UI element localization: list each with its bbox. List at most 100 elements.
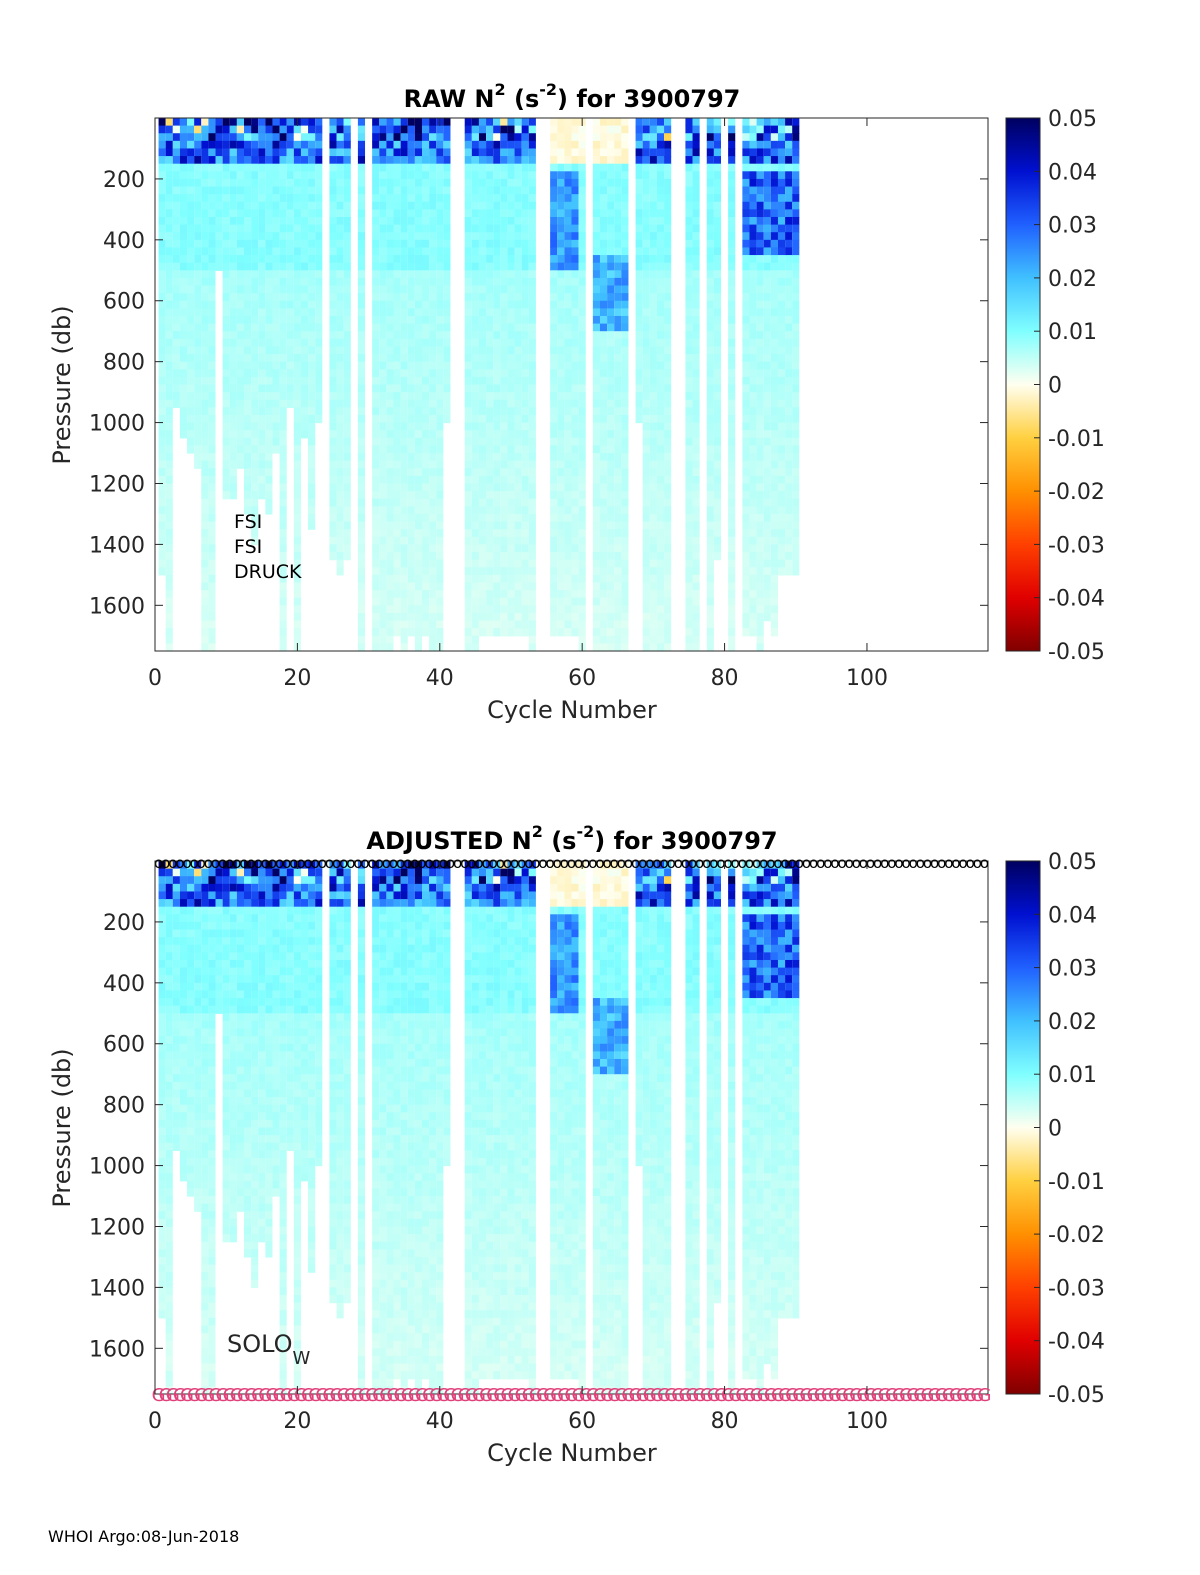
heatmap-cell xyxy=(421,300,430,309)
heatmap-cell xyxy=(407,468,415,477)
heatmap-cell xyxy=(770,567,778,576)
heatmap-cell xyxy=(429,118,437,127)
heatmap-cell xyxy=(201,163,209,172)
heatmap-cell xyxy=(642,255,650,264)
heatmap-cell xyxy=(785,148,793,157)
heatmap-cell xyxy=(742,552,750,561)
heatmap-cell xyxy=(436,201,444,210)
heatmap-cell xyxy=(201,300,209,309)
heatmap-cell xyxy=(578,506,586,515)
heatmap-cell xyxy=(343,430,351,439)
heatmap-cell xyxy=(777,178,786,188)
heatmap-cell xyxy=(265,239,273,249)
heatmap-cell xyxy=(614,529,622,538)
heatmap-cell xyxy=(493,552,501,561)
heatmap-cell xyxy=(599,118,608,127)
heatmap-cell xyxy=(293,437,301,447)
heatmap-cell xyxy=(592,346,600,355)
heatmap-cell xyxy=(407,491,415,500)
heatmap-cell xyxy=(607,612,615,622)
heatmap-cell xyxy=(201,361,209,370)
heatmap-cell xyxy=(749,163,757,172)
heatmap-cell xyxy=(272,277,280,287)
heatmap-cell xyxy=(165,1051,173,1060)
heatmap-cell xyxy=(706,323,714,332)
heatmap-cell xyxy=(649,612,657,622)
heatmap-cell xyxy=(599,384,608,393)
heatmap-cell xyxy=(357,559,366,568)
heatmap-cell xyxy=(607,407,615,416)
heatmap-cell xyxy=(777,468,786,477)
heatmap-cell xyxy=(421,544,430,553)
heatmap-cell xyxy=(564,513,572,523)
heatmap-cell xyxy=(742,437,750,447)
heatmap-cell xyxy=(407,628,415,637)
heatmap-cell xyxy=(464,506,472,515)
heatmap-cell xyxy=(300,384,309,393)
heatmap-cell xyxy=(165,899,173,908)
heatmap-cell xyxy=(777,559,786,568)
heatmap-cell xyxy=(372,133,380,142)
heatmap-cell xyxy=(478,437,487,447)
heatmap-cell xyxy=(742,574,750,584)
heatmap-cell xyxy=(372,460,380,469)
heatmap-cell xyxy=(692,491,700,500)
heatmap-cell xyxy=(514,620,522,629)
heatmap-cell xyxy=(507,331,515,340)
heatmap-cell xyxy=(357,430,366,439)
heatmap-cell xyxy=(756,628,764,637)
heatmap-cell xyxy=(464,498,472,507)
heatmap-cell xyxy=(500,148,508,157)
heatmap-cell xyxy=(614,171,622,180)
heatmap-cell xyxy=(464,582,472,591)
heatmap-cell xyxy=(557,361,565,370)
heatmap-cell xyxy=(514,521,522,530)
heatmap-cell xyxy=(706,239,714,249)
heatmap-cell xyxy=(244,178,252,188)
heatmap-cell xyxy=(742,620,750,629)
heatmap-cell xyxy=(222,125,230,134)
heatmap-cell xyxy=(222,399,230,408)
heatmap-cell xyxy=(279,315,287,325)
heatmap-cell xyxy=(486,620,494,629)
heatmap-cell xyxy=(578,559,586,568)
heatmap-cell xyxy=(443,232,451,241)
heatmap-cell xyxy=(229,453,237,462)
heatmap-cell xyxy=(165,959,173,969)
heatmap-cell xyxy=(692,118,700,127)
heatmap-cell xyxy=(664,354,672,363)
heatmap-cell xyxy=(286,338,294,348)
heatmap-cell xyxy=(279,559,287,568)
heatmap-cell xyxy=(414,315,422,325)
heatmap-cell xyxy=(478,201,487,210)
heatmap-cell xyxy=(236,140,244,150)
heatmap-cell xyxy=(343,384,351,393)
heatmap-cell xyxy=(528,262,536,271)
heatmap-cell xyxy=(749,308,757,317)
heatmap-cell xyxy=(500,308,508,317)
heatmap-cell xyxy=(486,453,494,462)
heatmap-cell xyxy=(599,232,608,241)
heatmap-cell xyxy=(379,597,387,606)
heatmap-cell xyxy=(357,125,366,134)
heatmap-cell xyxy=(158,1119,166,1129)
heatmap-cell xyxy=(251,483,259,492)
heatmap-cell xyxy=(642,156,650,165)
heatmap-cell xyxy=(272,407,280,416)
heatmap-cell xyxy=(777,513,786,523)
heatmap-cell xyxy=(158,118,166,127)
heatmap-cell xyxy=(229,125,237,134)
heatmap-cell xyxy=(749,491,757,500)
heatmap-cell xyxy=(158,1203,166,1212)
heatmap-cell xyxy=(208,194,216,203)
heatmap-cell xyxy=(258,163,266,172)
heatmap-cell xyxy=(621,255,629,264)
heatmap-cell xyxy=(507,232,515,241)
heatmap-cell xyxy=(421,620,430,629)
heatmap-cell xyxy=(357,171,366,180)
heatmap-cell xyxy=(179,1020,188,1030)
heatmap-cell xyxy=(692,483,700,492)
heatmap-cell xyxy=(272,300,280,309)
heatmap-cell xyxy=(421,163,430,172)
heatmap-cell xyxy=(279,270,287,279)
